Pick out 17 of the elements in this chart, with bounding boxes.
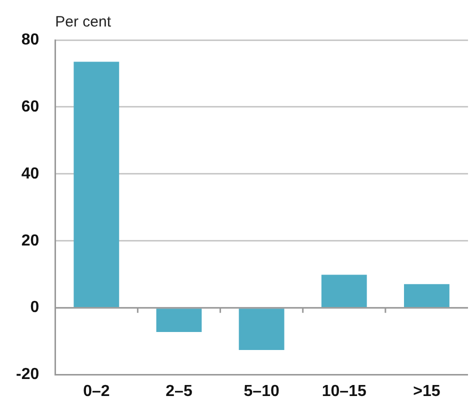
bar	[321, 274, 367, 308]
y-tick-label: 80	[21, 31, 40, 48]
bar	[404, 284, 450, 308]
y-axis-title: Per cent	[55, 14, 112, 31]
bar	[74, 62, 120, 308]
y-tick-label: 60	[21, 98, 40, 116]
bar	[156, 308, 202, 332]
x-tick-label: 10–15	[322, 382, 366, 400]
x-tick-label: 0–2	[83, 382, 110, 400]
y-tick-label: -20	[16, 366, 40, 384]
y-tick-label: 40	[21, 165, 40, 182]
x-tick-label: 2–5	[166, 382, 192, 400]
y-tick-label: 0	[30, 299, 40, 316]
x-tick-label: 5–10	[244, 382, 280, 400]
bar	[238, 308, 284, 350]
y-tick-label: 20	[21, 232, 40, 250]
x-tick-label: >15	[413, 382, 440, 400]
